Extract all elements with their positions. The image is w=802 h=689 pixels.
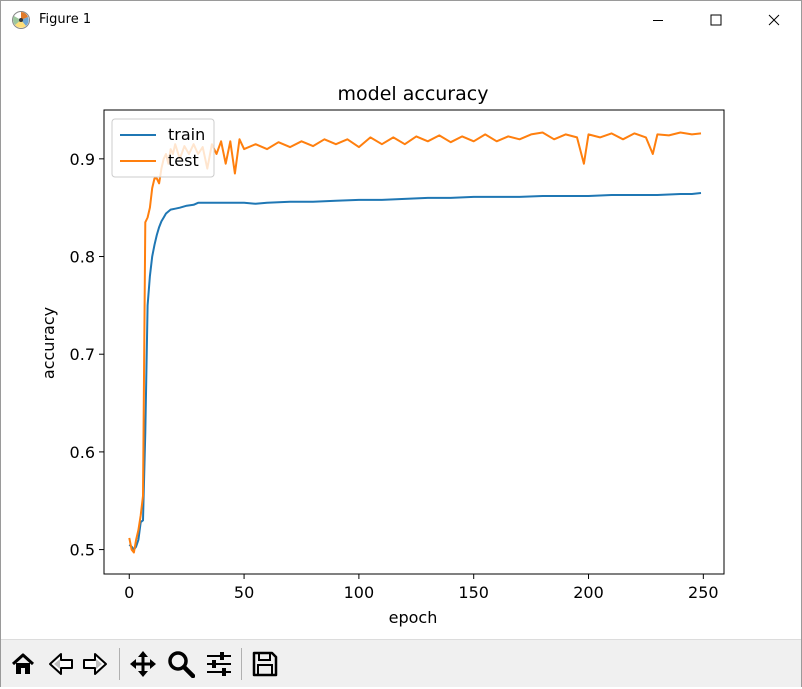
x-tick-label: 50 xyxy=(234,583,254,602)
axes-frame xyxy=(103,109,725,575)
y-tick-label: 0.6 xyxy=(70,443,95,462)
zoom-icon xyxy=(168,651,195,678)
legend-box xyxy=(111,118,215,178)
line-chart[interactable]: model accuracy 0 50 100 150 200 250 0.5 0.6 0.7 0… xyxy=(1,39,801,639)
minimize-icon xyxy=(653,20,663,21)
desktop-background xyxy=(0,687,802,689)
y-axis-label: accuracy xyxy=(39,307,58,379)
y-tick-label: 0.7 xyxy=(70,345,95,364)
close-icon xyxy=(768,14,780,26)
minimize-button[interactable] xyxy=(629,1,687,39)
y-tick-label: 0.8 xyxy=(70,248,95,267)
maximize-icon xyxy=(710,14,722,26)
toolbar-separator xyxy=(241,648,242,680)
toolbar-separator xyxy=(119,648,120,680)
forward-button[interactable] xyxy=(79,647,111,681)
home-button[interactable] xyxy=(7,647,39,681)
x-tick-label: 250 xyxy=(688,583,719,602)
back-button[interactable] xyxy=(45,647,77,681)
legend-label-train: train xyxy=(168,125,205,144)
x-tick-label: 100 xyxy=(344,583,375,602)
configure-icon xyxy=(207,652,231,676)
close-button[interactable] xyxy=(745,1,801,39)
x-tick-label: 150 xyxy=(458,583,489,602)
x-tick-label: 200 xyxy=(573,583,604,602)
pan-icon xyxy=(130,651,156,677)
y-tick-label: 0.5 xyxy=(70,541,95,560)
series-line-test xyxy=(128,131,702,554)
pan-button[interactable] xyxy=(127,647,159,681)
legend-label-test: test xyxy=(168,151,199,170)
forward-icon xyxy=(83,653,107,675)
save-button[interactable] xyxy=(249,647,281,681)
window-title: Figure 1 xyxy=(39,12,92,27)
back-icon xyxy=(49,653,73,675)
y-tick-label: 0.9 xyxy=(70,150,95,169)
title-bar[interactable]: Figure 1 xyxy=(1,1,801,39)
x-axis-label: epoch xyxy=(389,608,438,627)
save-icon xyxy=(252,651,278,677)
legend: train test xyxy=(111,118,215,178)
zoom-button[interactable] xyxy=(165,647,197,681)
chart-title: model accuracy xyxy=(338,83,489,105)
home-icon xyxy=(11,653,35,674)
figure-canvas[interactable]: model accuracy 0 50 100 150 200 250 0.5 0.6 0.7 0… xyxy=(1,39,801,639)
series-line-train xyxy=(128,192,702,551)
x-tick-label: 0 xyxy=(124,583,134,602)
maximize-button[interactable] xyxy=(687,1,745,39)
navigation-toolbar xyxy=(1,639,801,688)
configure-subplots-button[interactable] xyxy=(203,647,235,681)
matplotlib-icon xyxy=(11,10,31,30)
